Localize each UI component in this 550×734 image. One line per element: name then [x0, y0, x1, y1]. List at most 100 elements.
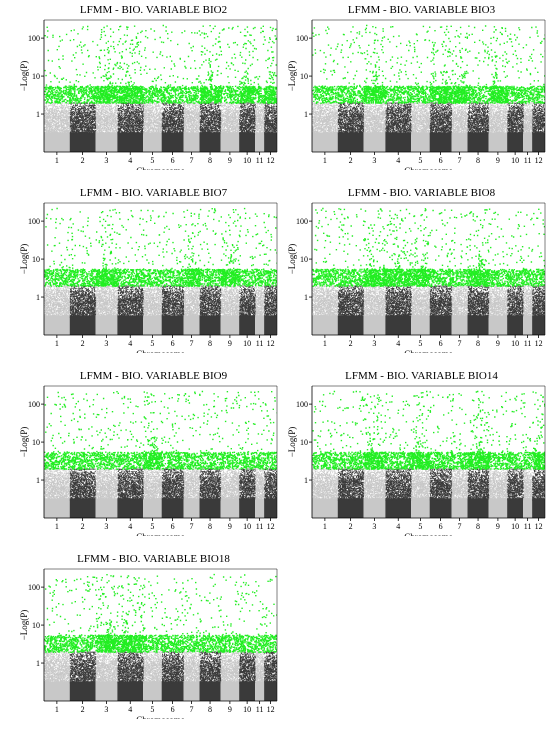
manhattan-svg: LFMM - BIO. VARIABLE BIO14 −Log(P) 1 10 100 1…	[287, 370, 546, 542]
x-tick-label: 3	[104, 705, 108, 714]
chromosome-7-points	[183, 285, 201, 335]
x-tick-label: 7	[190, 705, 194, 714]
chromosome-3-points	[363, 468, 387, 518]
chromosome-6-points	[161, 285, 185, 335]
chart-title: LFMM - BIO. VARIABLE BIO2	[80, 4, 227, 16]
x-tick-label: 10	[243, 339, 251, 348]
x-tick-label: 3	[104, 339, 108, 348]
chromosome-3-points	[363, 102, 387, 152]
chromosome-1-points	[312, 468, 339, 518]
y-tick-label: 100	[28, 217, 40, 226]
point-cloud	[44, 24, 277, 152]
chromosome-2-points	[69, 651, 97, 701]
x-tick-label: 3	[372, 339, 376, 348]
x-tick-label: 8	[208, 339, 212, 348]
x-tick-label: 6	[171, 522, 175, 531]
chart-title: LFMM - BIO. VARIABLE BIO3	[348, 4, 496, 16]
chromosome-3-points	[95, 651, 119, 701]
chromosome-11-points	[523, 285, 533, 335]
x-tick-label: 12	[535, 156, 543, 165]
chromosome-2-points	[69, 102, 97, 152]
significant-snps	[312, 207, 545, 287]
x-tick-label: 11	[256, 522, 264, 531]
chromosome-7-points	[183, 468, 201, 518]
chromosome-2-points	[337, 468, 365, 518]
point-cloud	[44, 390, 277, 518]
chart-title: LFMM - BIO. VARIABLE BIO7	[80, 187, 228, 199]
chromosome-9-points	[220, 285, 240, 335]
chromosome-7-points	[183, 651, 201, 701]
chromosome-11-points	[255, 468, 265, 518]
x-tick-label: 9	[496, 522, 500, 531]
x-tick-label: 2	[81, 522, 85, 531]
x-tick-label: 11	[524, 156, 532, 165]
y-axis-label: −Log(P)	[288, 61, 297, 92]
x-tick-label: 1	[55, 339, 59, 348]
significant-snps	[44, 390, 277, 470]
x-tick-label: 1	[55, 522, 59, 531]
chromosome-1-points	[44, 285, 71, 335]
chromosome-11-points	[523, 468, 533, 518]
chromosome-4-points	[117, 468, 144, 518]
x-tick-label: 6	[439, 156, 443, 165]
y-tick-label: 10	[32, 621, 40, 630]
x-tick-label: 10	[243, 156, 251, 165]
significant-snps	[44, 24, 277, 104]
chromosome-1-points	[44, 468, 71, 518]
x-tick-label: 11	[524, 339, 532, 348]
y-tick-label: 10	[300, 438, 308, 447]
x-tick-label: 10	[511, 156, 519, 165]
point-cloud	[312, 24, 545, 152]
x-tick-label: 2	[81, 705, 85, 714]
x-tick-label: 8	[476, 156, 480, 165]
chromosome-3-points	[95, 102, 119, 152]
chromosome-5-points	[143, 102, 163, 152]
chromosome-2-points	[337, 102, 365, 152]
chromosome-8-points	[199, 468, 222, 518]
y-tick-label: 100	[296, 400, 308, 409]
x-tick-label: 10	[511, 339, 519, 348]
chromosome-12-points	[264, 468, 277, 518]
chromosome-10-points	[239, 651, 256, 701]
x-tick-label: 6	[171, 705, 175, 714]
x-tick-label: 6	[439, 339, 443, 348]
chromosome-10-points	[239, 468, 256, 518]
x-tick-label: 2	[349, 339, 353, 348]
x-axis-label: Chromosome	[404, 532, 453, 536]
x-tick-label: 8	[476, 339, 480, 348]
x-tick-label: 8	[476, 522, 480, 531]
chromosome-8-points	[199, 651, 222, 701]
chart-title: LFMM - BIO. VARIABLE BIO18	[77, 553, 230, 565]
chromosome-1-points	[312, 285, 339, 335]
x-tick-label: 5	[150, 156, 154, 165]
x-tick-label: 2	[81, 156, 85, 165]
y-tick-label: 1	[36, 110, 40, 119]
x-tick-label: 1	[323, 156, 327, 165]
x-tick-label: 9	[228, 339, 232, 348]
chromosome-11-points	[255, 285, 265, 335]
chromosome-6-points	[161, 651, 185, 701]
manhattan-panel-bio7: LFMM - BIO. VARIABLE BIO7 −Log(P) 1 10 100 1 2…	[19, 183, 278, 359]
manhattan-svg: LFMM - BIO. VARIABLE BIO18 −Log(P) 1 10 100 1…	[19, 553, 278, 725]
y-axis-label: −Log(P)	[288, 427, 297, 458]
x-tick-label: 4	[396, 339, 400, 348]
x-tick-label: 2	[349, 522, 353, 531]
chart-title: LFMM - BIO. VARIABLE BIO9	[80, 370, 228, 382]
x-tick-label: 4	[396, 522, 400, 531]
chromosome-8-points	[467, 285, 490, 335]
x-tick-label: 10	[511, 522, 519, 531]
y-tick-label: 10	[32, 438, 40, 447]
x-tick-label: 9	[228, 156, 232, 165]
x-tick-label: 3	[372, 156, 376, 165]
x-tick-label: 4	[128, 339, 132, 348]
chromosome-1-points	[44, 651, 71, 701]
chromosome-2-points	[69, 285, 97, 335]
chromosome-3-points	[95, 285, 119, 335]
x-tick-label: 1	[323, 522, 327, 531]
x-tick-label: 4	[128, 705, 132, 714]
x-axis-label: Chromosome	[404, 166, 453, 170]
x-tick-label: 9	[496, 156, 500, 165]
